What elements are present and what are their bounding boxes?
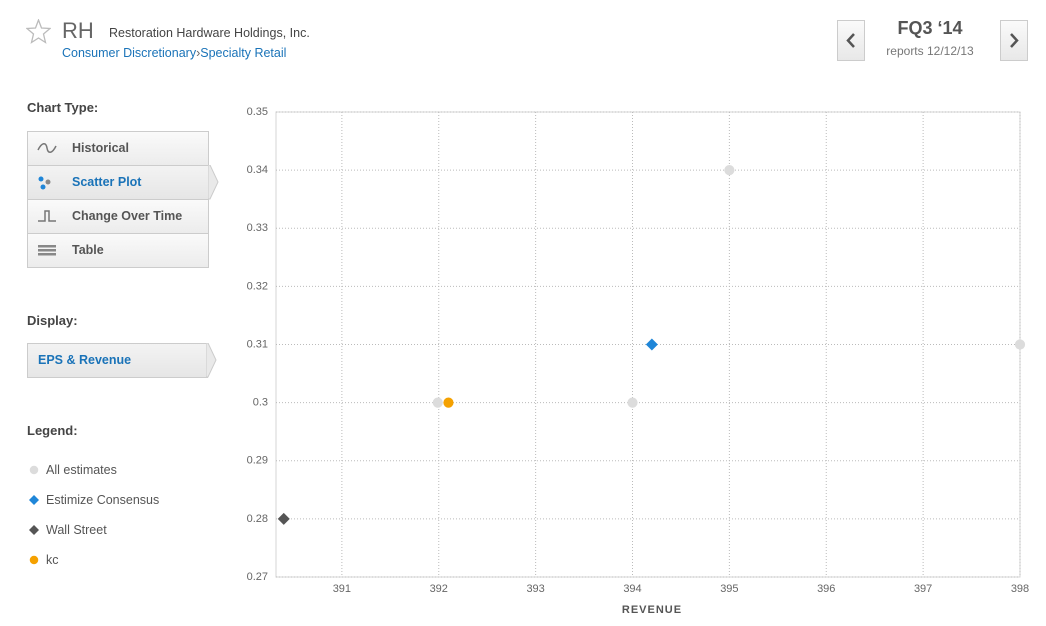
- x-axis-label: REVENUE: [622, 604, 682, 616]
- x-tick-label: 394: [623, 583, 641, 595]
- y-tick-label: 0.28: [247, 513, 268, 525]
- legend-marker: [29, 555, 39, 565]
- y-tick-label: 0.33: [247, 222, 268, 234]
- menu-option-selected[interactable]: Scatter Plot: [28, 165, 209, 199]
- scatter-point: [627, 397, 638, 408]
- x-tick-label: 393: [526, 583, 544, 595]
- x-tick-label: 395: [720, 583, 738, 595]
- selected-pointer: [208, 165, 219, 200]
- legend-item: Estimize Consensus: [27, 490, 217, 510]
- industry-link[interactable]: Specialty Retail: [200, 46, 287, 60]
- chart-type-menu: Historical Scatter Plot Change Over Time…: [27, 131, 219, 268]
- legend-text: Wall Street: [46, 523, 107, 537]
- display-value: EPS & Revenue: [38, 353, 132, 367]
- legend-swatch: [29, 465, 39, 475]
- y-tick-label: 0.31: [247, 338, 268, 350]
- menu-option[interactable]: Historical: [28, 131, 208, 165]
- x-tick-label: 391: [333, 583, 351, 595]
- option-text: Table: [72, 243, 104, 257]
- legend-marker: [29, 465, 39, 475]
- y-tick-label: 0.34: [247, 164, 268, 176]
- legend-marker: [29, 495, 39, 505]
- star-icon[interactable]: [26, 19, 51, 44]
- scatter-point: [645, 338, 658, 351]
- legend-item: All estimates: [27, 460, 217, 480]
- menu-option[interactable]: Change Over Time: [28, 199, 208, 233]
- ticker: RH: [62, 18, 94, 43]
- display-label: Display:: [27, 313, 78, 328]
- scatter-chart: REVENUE 0.27 0.28 0.29 0.3 0.31 0.32 0.33 0.34 0…: [247, 106, 1030, 616]
- x-tick-label: 398: [1011, 583, 1029, 595]
- breadcrumb: Consumer Discretionary›Specialty Retail: [62, 46, 286, 60]
- scatter-point: [443, 397, 454, 408]
- menu-option[interactable]: Table: [28, 233, 208, 267]
- legend-swatch: [29, 525, 39, 535]
- scatter-point: [432, 397, 443, 408]
- legend: All estimates Estimize Consensus Wall Stre…: [27, 460, 217, 580]
- chart-type-label: Chart Type:: [27, 100, 99, 115]
- report-date: reports 12/12/13: [886, 44, 974, 58]
- option-text: Historical: [72, 141, 129, 155]
- period: FQ3 ‘14: [897, 18, 963, 38]
- scatter-point: [277, 512, 290, 525]
- y-tick-label: 0.3: [253, 397, 268, 409]
- display-select[interactable]: EPS & Revenue: [27, 343, 208, 378]
- legend-swatch: [29, 555, 39, 565]
- option-text: Scatter Plot: [72, 175, 142, 189]
- y-tick-label: 0.29: [247, 455, 268, 467]
- separator: ›: [196, 46, 201, 60]
- legend-item: kc: [27, 550, 217, 570]
- y-tick-label: 0.35: [247, 106, 268, 118]
- x-tick-label: 392: [430, 583, 448, 595]
- legend-swatch: [29, 495, 39, 505]
- legend-marker: [29, 525, 39, 535]
- legend-text: kc: [46, 553, 59, 567]
- prev-button[interactable]: [837, 20, 865, 61]
- x-tick-label: 396: [817, 583, 835, 595]
- legend-label: Legend:: [27, 423, 78, 438]
- scatter-point: [1014, 339, 1026, 350]
- legend-text: All estimates: [46, 463, 117, 477]
- scatter-point: [724, 165, 735, 176]
- option-text: Change Over Time: [72, 209, 183, 223]
- next-button[interactable]: [1000, 20, 1028, 61]
- legend-text: Estimize Consensus: [46, 493, 160, 507]
- display-pointer: [206, 343, 217, 378]
- sector-link[interactable]: Consumer Discretionary: [62, 46, 197, 60]
- company-name: Restoration Hardware Holdings, Inc.: [109, 26, 310, 40]
- y-tick-label: 0.27: [247, 571, 268, 583]
- legend-item: Wall Street: [27, 520, 217, 540]
- x-tick-label: 397: [914, 583, 932, 595]
- y-tick-label: 0.32: [247, 280, 268, 292]
